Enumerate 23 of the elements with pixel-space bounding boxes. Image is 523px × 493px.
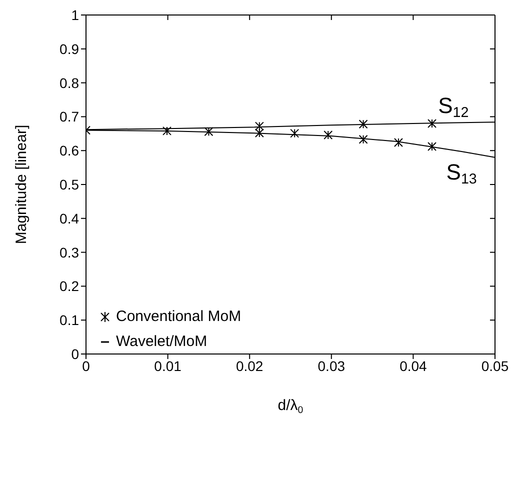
x-tick-label: 0.05 (481, 358, 509, 374)
x-tick-label: 0 (82, 358, 90, 374)
y-tick-label: 0.6 (60, 142, 80, 159)
y-tick-label: 0 (71, 346, 80, 362)
y-tick-label: 0.3 (60, 244, 80, 260)
y-tick-label: 0.1 (60, 312, 80, 328)
y-tick-label: 0.8 (60, 74, 80, 91)
x-tick-label: 0.03 (318, 358, 346, 374)
annotation: S$_{12}$ (438, 92, 469, 121)
x-tick-label: 0.04 (400, 358, 428, 374)
y-tick-label: 0.2 (60, 278, 80, 294)
legend-label: Wavelet/MoM (116, 333, 208, 350)
y-tick-label: 0.7 (60, 108, 80, 125)
y-axis-title: Magnitude [linear] (13, 124, 30, 244)
y-tick-label: 0.9 (60, 40, 80, 57)
annotation: S$_{13}$ (446, 160, 477, 188)
legend-label: Conventional MoM (116, 308, 242, 325)
y-tick-label: 1 (71, 6, 80, 23)
x-tick-label: 0.01 (154, 358, 182, 374)
x-axis-title: d/λ$_{0}$ (278, 397, 304, 416)
x-tick-label: 0.02 (236, 358, 264, 374)
y-tick-label: 0.5 (60, 176, 80, 192)
y-tick-label: 0.4 (60, 210, 80, 226)
